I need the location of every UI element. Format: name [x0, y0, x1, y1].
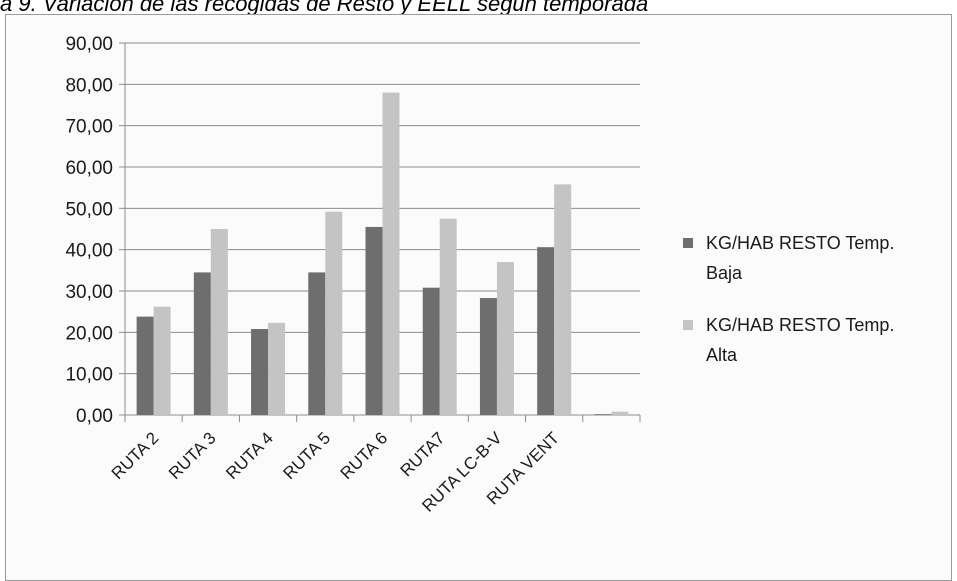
legend-label: KG/HAB RESTO Temp.: [706, 233, 894, 253]
bar-alta: [554, 184, 572, 415]
figure-caption: a 9. Variación de las recogidas de Resto…: [0, 0, 649, 16]
bar-baja: [594, 414, 612, 415]
legend-label: Alta: [706, 345, 738, 365]
y-tick-label: 90,00: [65, 34, 113, 55]
x-tick-label: RUTA 2: [108, 428, 163, 483]
legend-swatch: [683, 238, 693, 248]
bar-alta: [382, 92, 400, 415]
bar-alta: [268, 322, 286, 415]
y-tick-label: 60,00: [65, 158, 113, 179]
x-tick-label: RUTA 6: [337, 428, 392, 483]
chart-frame: [5, 14, 952, 581]
y-tick-label: 40,00: [65, 241, 113, 262]
x-tick-label: RUTA 3: [165, 428, 220, 483]
y-tick-label: 30,00: [65, 282, 113, 303]
legend-swatch: [683, 320, 693, 330]
bar-baja: [308, 272, 326, 415]
bar-baja: [365, 226, 383, 415]
x-tick-label: RUTA 5: [279, 428, 334, 483]
bar-baja: [422, 287, 440, 415]
legend-label: KG/HAB RESTO Temp.: [706, 315, 894, 335]
bar-baja: [193, 272, 211, 415]
y-tick-label: 0,00: [76, 406, 113, 427]
bar-alta: [496, 262, 514, 415]
bar-baja: [251, 329, 269, 415]
y-tick-label: 80,00: [65, 75, 113, 96]
bar-baja: [479, 298, 497, 415]
bar-baja: [136, 316, 154, 415]
y-tick-label: 50,00: [65, 199, 113, 220]
bar-alta: [210, 229, 228, 415]
legend-label: Baja: [706, 263, 743, 283]
bar-alta: [153, 306, 171, 415]
bar-alta: [325, 211, 343, 415]
y-tick-label: 70,00: [65, 117, 113, 138]
x-tick-label: RUTA7: [397, 428, 449, 480]
bar-alta: [439, 218, 457, 415]
y-tick-label: 20,00: [65, 323, 113, 344]
bar-alta: [611, 411, 629, 415]
bar-baja: [537, 247, 555, 415]
y-tick-label: 10,00: [65, 365, 113, 386]
x-tick-label: RUTA 4: [222, 428, 277, 483]
